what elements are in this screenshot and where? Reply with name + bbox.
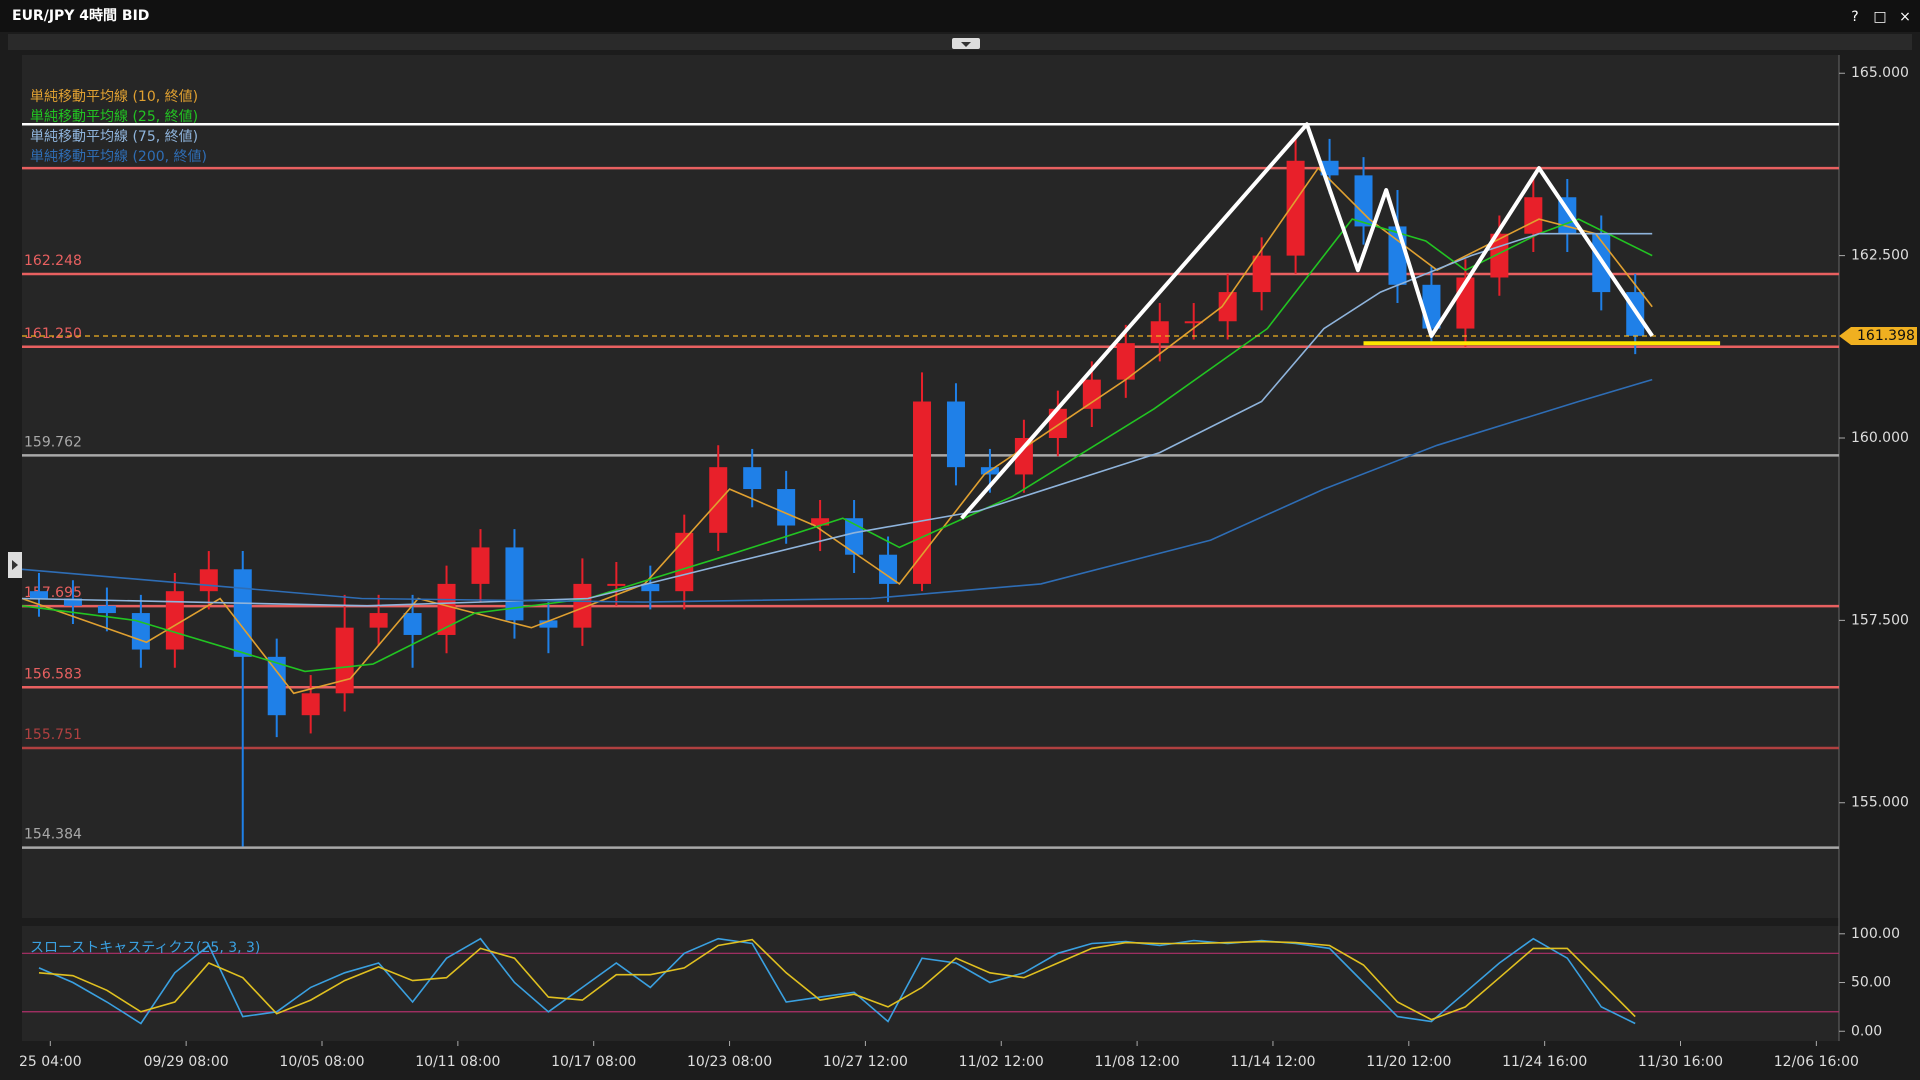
legend-entry: 単純移動平均線 (200, 終値) [30, 149, 207, 165]
candle-body [335, 627, 354, 694]
candle-body [811, 518, 830, 526]
candle-body [199, 569, 218, 592]
x-tick-label: 11/14 12:00 [1230, 1054, 1315, 1070]
candle-body [641, 583, 660, 592]
current-price-label: 161.398 [1857, 328, 1915, 344]
title-bar [0, 0, 1920, 32]
y-tick-label: 155.000 [1851, 795, 1909, 811]
y-tick-label: 157.500 [1851, 612, 1909, 628]
candle-body [675, 532, 694, 592]
collapse-icon [961, 42, 971, 47]
y-tick-label: 160.000 [1851, 430, 1909, 446]
level-label: 161.250 [24, 326, 82, 342]
candle-body [165, 591, 184, 650]
trend-drawing [960, 122, 1654, 520]
candle-body [1286, 160, 1305, 256]
candle-body [1150, 321, 1169, 344]
legend-entry: 単純移動平均線 (75, 終値) [30, 129, 198, 145]
candle-body [369, 613, 388, 628]
current-price-tag [1839, 327, 1917, 346]
candle-body [131, 613, 150, 650]
y-tick-label: 162.500 [1851, 248, 1909, 264]
x-tick-label: 12/06 16:00 [1774, 1054, 1859, 1070]
candle-body [777, 489, 796, 526]
candle-body [437, 583, 456, 635]
candle-body [946, 401, 965, 468]
candle-body [97, 605, 116, 614]
candle-body [471, 547, 490, 584]
oscillator-line [38, 937, 1636, 1025]
candle-body [267, 656, 286, 716]
candle-body [743, 467, 762, 490]
candle-body [301, 693, 320, 716]
candle-body [1082, 379, 1101, 409]
x-tick-label: 11/20 12:00 [1366, 1054, 1451, 1070]
candle-body [539, 620, 558, 628]
candle-body [913, 401, 932, 584]
x-tick-label: 10/05 08:00 [279, 1054, 364, 1070]
candle-body [233, 569, 252, 657]
legend-entry: 単純移動平均線 (10, 終値) [30, 89, 198, 105]
legend-entry: 単純移動平均線 (25, 終値) [30, 109, 198, 125]
candle-body [63, 598, 82, 606]
level-label: 159.762 [24, 434, 82, 450]
y-tick-label: 165.000 [1851, 65, 1909, 81]
candle-body [879, 554, 898, 584]
close-button[interactable]: × [1899, 9, 1911, 25]
candle-body [403, 613, 422, 635]
x-tick-label: 11/30 16:00 [1638, 1054, 1723, 1070]
x-tick-label: 11/24 16:00 [1502, 1054, 1587, 1070]
x-tick-label: 11/02 12:00 [959, 1054, 1044, 1070]
x-tick-label: 09/29 08:00 [144, 1054, 229, 1070]
candle-body [1252, 255, 1271, 293]
candle-body [573, 583, 592, 628]
x-tick-label: 11/08 12:00 [1095, 1054, 1180, 1070]
candle-body [505, 547, 524, 621]
candle-body [1116, 343, 1135, 380]
y-tick-label: 0.00 [1851, 1023, 1882, 1039]
oscillator-line [38, 938, 1636, 1021]
x-tick-label: 25 04:00 [19, 1054, 82, 1070]
candle-body [1014, 437, 1033, 475]
help-button[interactable]: ? [1851, 9, 1858, 25]
x-tick-label: 10/11 08:00 [415, 1054, 500, 1070]
maximize-button[interactable]: □ [1873, 9, 1886, 25]
stochastic-panel [22, 926, 1839, 1041]
candle-body [607, 583, 626, 586]
level-label: 156.583 [24, 666, 82, 682]
candle-body [1524, 197, 1543, 234]
indicator-title: スローストキャスティクス(25, 3, 3) [30, 940, 260, 956]
candle-body [1184, 321, 1203, 324]
moving-average [21, 166, 1653, 695]
y-tick-label: 50.00 [1851, 975, 1891, 991]
x-tick-label: 10/27 12:00 [823, 1054, 908, 1070]
y-tick-label: 100.00 [1851, 926, 1900, 942]
level-label: 155.751 [24, 727, 82, 743]
candle-body [1354, 175, 1373, 227]
candle-body [29, 591, 48, 599]
candle-body [1218, 292, 1237, 322]
moving-average [21, 378, 1653, 603]
level-label: 154.384 [24, 827, 82, 843]
side-tab-icon [12, 560, 18, 570]
candle-body [709, 467, 728, 533]
x-tick-label: 10/23 08:00 [687, 1054, 772, 1070]
moving-average [21, 232, 1653, 607]
level-label: 162.248 [24, 253, 82, 269]
candle-body [845, 518, 864, 555]
window-title: EUR/JPY 4時間 BID [12, 7, 149, 24]
x-tick-label: 10/17 08:00 [551, 1054, 636, 1070]
